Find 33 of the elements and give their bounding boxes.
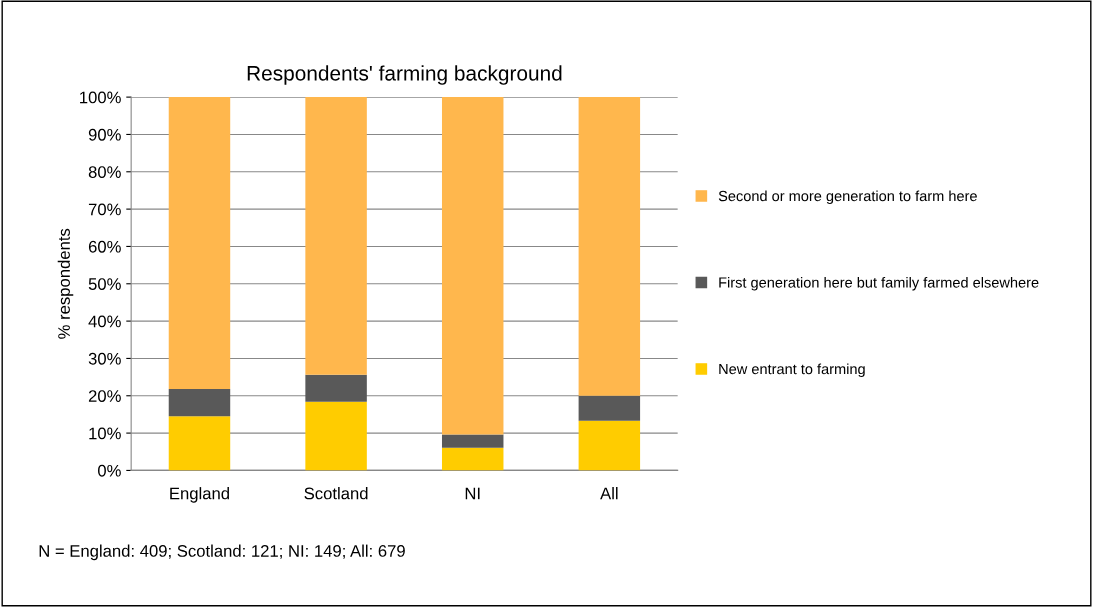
bar	[578, 420, 641, 471]
bar	[441, 434, 504, 448]
y-tick-label: 60%	[88, 240, 121, 253]
x-tick-label: All	[600, 487, 618, 500]
bar	[305, 374, 367, 402]
x-tick-label: NI	[465, 487, 480, 500]
bar	[305, 97, 367, 375]
bar	[168, 97, 231, 390]
y-tick-label: 80%	[88, 166, 121, 178]
bar	[578, 97, 641, 396]
bar	[441, 97, 504, 435]
y-tick-label: 30%	[88, 352, 121, 365]
y-tick-label: 40%	[88, 315, 121, 328]
text: N = England: 409; Scotland: 121; NI: 149; All: 679	[39, 544, 405, 561]
legend-label: Second or more generation to farm here	[718, 190, 977, 205]
x-tick-label: England	[170, 487, 229, 503]
x-tick-label: Scotland	[304, 487, 368, 500]
y-tick-label: 20%	[88, 390, 121, 402]
chart-title: Respondents' farming background	[247, 65, 562, 85]
y-tick-label: 90%	[88, 128, 121, 141]
y-tick-label: 0%	[98, 464, 121, 477]
y-tick-label: 70%	[88, 203, 121, 216]
legend-label: New entrant to farming	[719, 363, 865, 378]
legend-label: First generation here but family farmed elsewhere	[719, 276, 1039, 291]
y-tick-label: 50%	[88, 278, 121, 290]
bar	[305, 401, 367, 471]
bar	[441, 447, 504, 471]
bar	[168, 389, 231, 417]
y-tick-label: 10%	[89, 427, 121, 440]
bar	[578, 395, 641, 421]
y-tick-label: 100%	[80, 91, 121, 104]
bar	[168, 416, 231, 471]
y-axis-title: % respondents	[57, 228, 74, 339]
